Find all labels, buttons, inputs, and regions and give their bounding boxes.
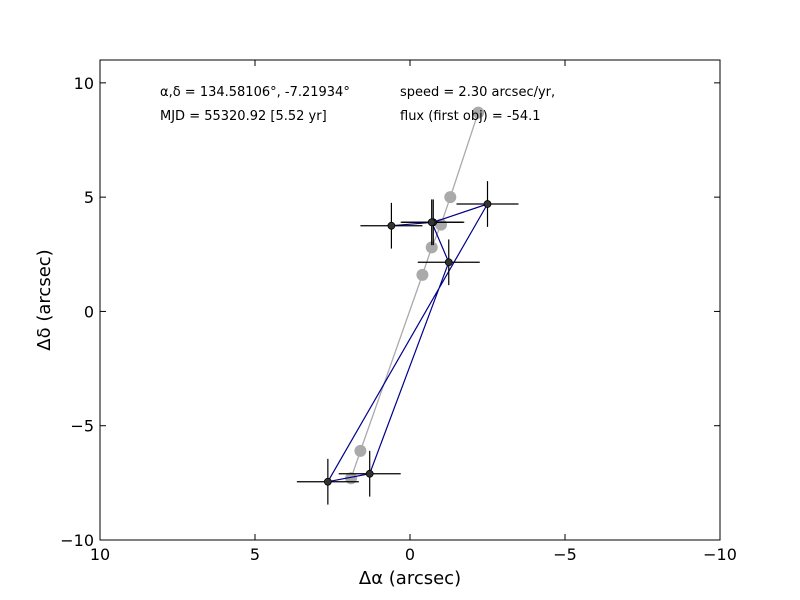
y-tick-label: 5: [84, 188, 94, 207]
y-tick-label: −10: [60, 531, 94, 550]
track-point: [472, 106, 485, 119]
track-point: [435, 218, 447, 231]
annotation-speed: speed = 2.30 arcsec/yr,: [400, 85, 555, 100]
x-tick-label: −10: [703, 545, 737, 564]
data-point: [483, 200, 492, 208]
y-tick-label: −5: [70, 417, 94, 436]
data-point: [387, 221, 396, 230]
data-point: [323, 477, 332, 486]
annotation-coords: α,δ = 134.58106°, -7.21934°: [160, 85, 350, 100]
data-point: [427, 218, 436, 227]
data-point: [365, 469, 374, 478]
annotation-mjd: MJD = 55320.92 [5.52 yr]: [160, 109, 327, 124]
track-point: [425, 241, 438, 254]
annotation-flux: flux (first obj) = -54.1: [400, 109, 541, 124]
x-axis-label: Δα (arcsec): [359, 568, 461, 589]
plot-frame: [99, 59, 721, 541]
y-tick-label: 10: [74, 74, 94, 93]
x-tick-label: 5: [250, 545, 260, 564]
x-tick-label: −5: [553, 545, 577, 564]
track-point: [354, 444, 367, 457]
x-tick-label: 10: [90, 545, 110, 564]
x-tick-label: 0: [405, 545, 415, 564]
track-point: [416, 268, 429, 281]
data-point: [444, 258, 453, 267]
track-layer: [345, 106, 485, 485]
path-layer: [296, 181, 519, 505]
y-axis-label: Δδ (arcsec): [34, 249, 55, 350]
y-tick-label: 0: [84, 302, 94, 321]
track-point: [444, 191, 457, 204]
